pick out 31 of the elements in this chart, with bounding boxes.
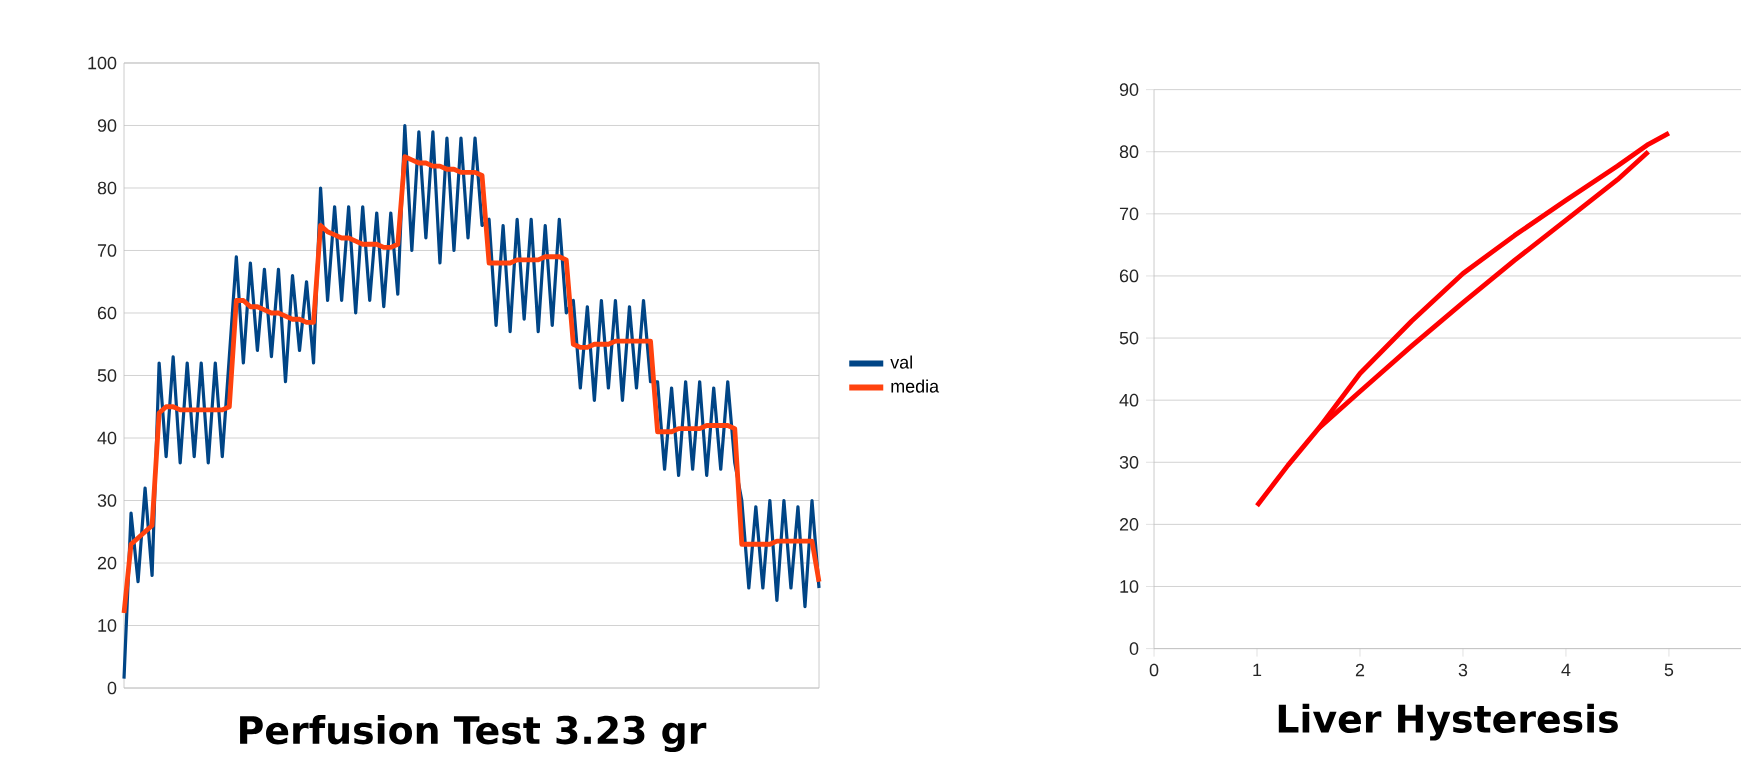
y-tick-label: 100	[88, 56, 117, 70]
y-tick-label: 0	[107, 681, 117, 695]
y-tick-label: 60	[97, 306, 117, 320]
x-tick-label: 1	[1253, 663, 1262, 676]
text: Perfusion Test 3.23 gr	[240, 715, 707, 752]
y-tick-label: 10	[98, 619, 117, 632]
text: Liver Hysteresis	[1278, 703, 1618, 741]
x-tick-label: 5	[1664, 663, 1674, 677]
y-tick-label: 60	[1119, 269, 1139, 283]
y-tick-label: 40	[97, 431, 117, 445]
y-tick-label: 40	[1119, 393, 1139, 407]
y-tick-label: 50	[97, 369, 117, 382]
y-tick-label: 20	[1119, 518, 1139, 531]
legend-label: media	[891, 379, 940, 393]
y-tick-label: 30	[97, 494, 117, 507]
y-tick-label: 70	[97, 244, 117, 257]
y-tick-label: 70	[1119, 207, 1139, 221]
y-tick-label: 10	[1120, 580, 1139, 593]
y-tick-label: 50	[1119, 331, 1139, 345]
x-tick-label: 0	[1149, 663, 1159, 677]
y-tick-label: 0	[1129, 642, 1139, 655]
x-tick-label: 4	[1561, 663, 1571, 676]
y-tick-label: 80	[97, 181, 117, 195]
y-tick-label: 90	[97, 119, 117, 132]
x-tick-label: 3	[1458, 663, 1468, 677]
legend-label: val	[890, 355, 912, 369]
y-tick-label: 80	[1119, 145, 1139, 159]
y-tick-label: 90	[1119, 83, 1139, 96]
x-tick-label: 2	[1355, 663, 1365, 677]
y-tick-label: 30	[1119, 455, 1139, 469]
y-tick-label: 20	[97, 556, 117, 570]
